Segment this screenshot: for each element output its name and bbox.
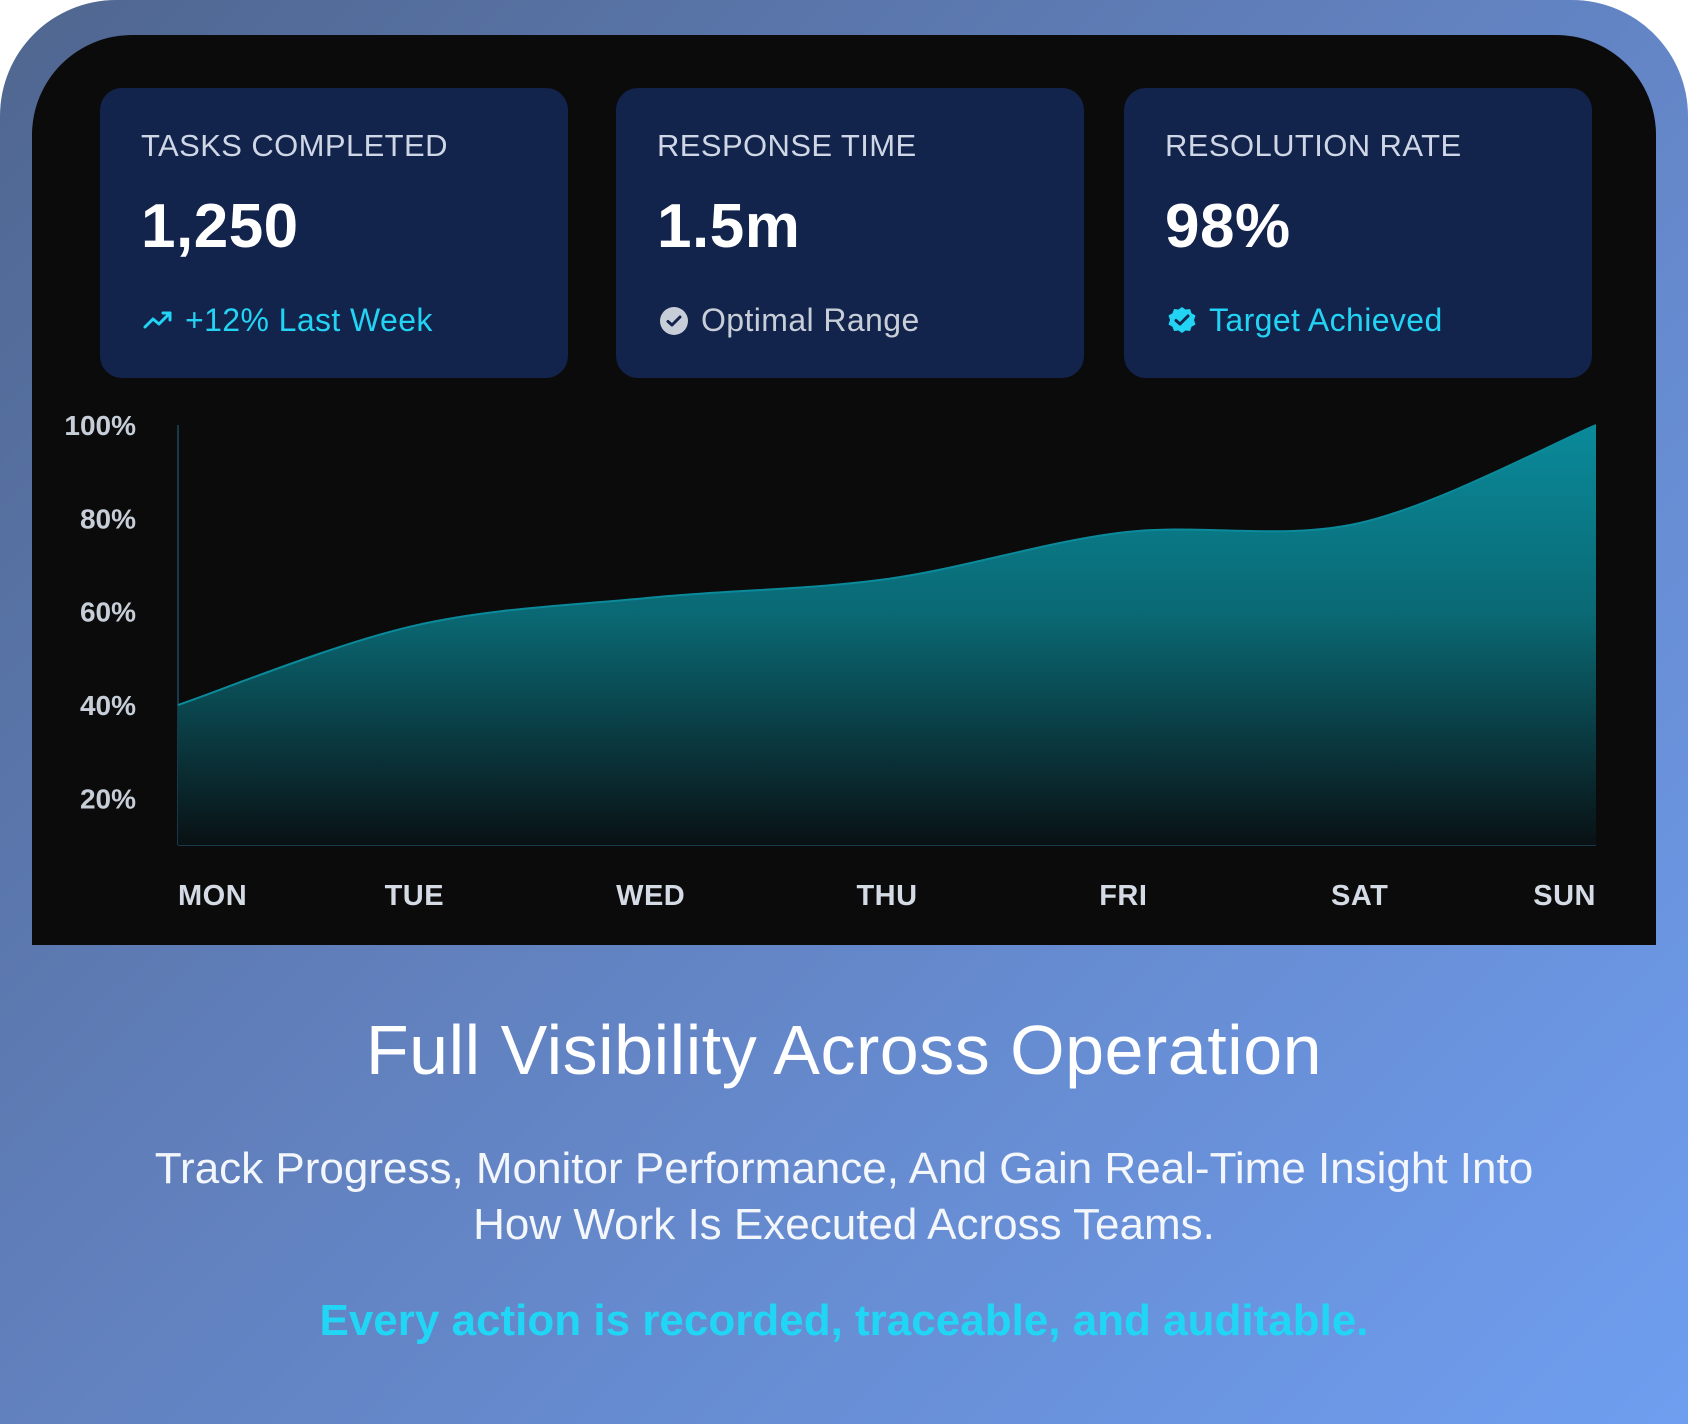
card-meta: +12% Last Week [141, 302, 433, 339]
data-point-fri [1122, 531, 1124, 533]
data-point-sat [1358, 522, 1360, 524]
verified-badge-icon [1165, 304, 1199, 338]
check-circle-icon [657, 304, 691, 338]
card-value: 98% [1165, 192, 1291, 261]
card-meta-text: Target Achieved [1209, 302, 1443, 338]
headline: Full Visibility Across Operation [365, 1011, 1323, 1089]
card-meta: Target Achieved [1165, 302, 1443, 339]
y-tick-label: 60% [80, 597, 136, 628]
area-series [178, 425, 1596, 845]
y-tick-label: 80% [80, 503, 136, 534]
data-point-wed [649, 596, 651, 598]
card-value: 1,250 [141, 192, 299, 261]
area-chart: 100% 80% 60% 40% 20% MON TUE WED THU FRI SAT SUN [32, 410, 1656, 925]
x-tick-label-wed: WED [616, 880, 685, 912]
card-meta-text: +12% Last Week [185, 302, 433, 338]
data-point-thu [886, 578, 888, 580]
x-tick-label-sun: SUN [1533, 880, 1596, 912]
card-meta: Optimal Range [657, 302, 920, 339]
card-title: TASKS COMPLETED [141, 128, 448, 163]
data-point-tue [413, 624, 415, 626]
area-chart-svg: 100% 80% 60% 40% 20% MON TUE WED THU FRI SAT SUN [64, 410, 1597, 912]
data-point-sun [1595, 424, 1597, 426]
tasks-completed-card: TASKS COMPLETED 1,250 +12% Last Week [100, 88, 568, 378]
area-series-line [177, 424, 1597, 706]
resolution-rate-card: RESOLUTION RATE 98% Target Achieved [1124, 88, 1592, 378]
y-tick-label: 20% [80, 783, 136, 814]
accent-line: Every action is recorded, traceable, and… [319, 1296, 1369, 1345]
area-layer [177, 424, 1597, 845]
dashboard-panel: TASKS COMPLETED 1,250 +12% Last Week RES… [32, 35, 1656, 945]
card-value: 1.5m [657, 192, 801, 261]
response-time-card: RESPONSE TIME 1.5m Optimal Range [616, 88, 1084, 378]
card-title: RESPONSE TIME [657, 128, 917, 163]
data-point-mon [177, 704, 179, 706]
y-tick-label: 100% [64, 410, 136, 441]
x-tick-label-mon: MON [178, 880, 247, 912]
y-tick-label: 40% [80, 690, 136, 721]
x-tick-label-tue: TUE [385, 880, 445, 912]
card-meta-text: Optimal Range [701, 302, 920, 338]
description: Track Progress, Monitor Performance, And… [154, 1144, 1534, 1249]
trend-up-icon [141, 304, 175, 338]
x-tick-label-fri: FRI [1099, 880, 1147, 912]
x-tick-label-sat: SAT [1331, 880, 1388, 912]
label-layer: 100% 80% 60% 40% 20% MON TUE WED THU FRI SAT SUN [64, 410, 1596, 912]
card-title: RESOLUTION RATE [1165, 128, 1462, 163]
x-tick-label-thu: THU [856, 880, 917, 912]
